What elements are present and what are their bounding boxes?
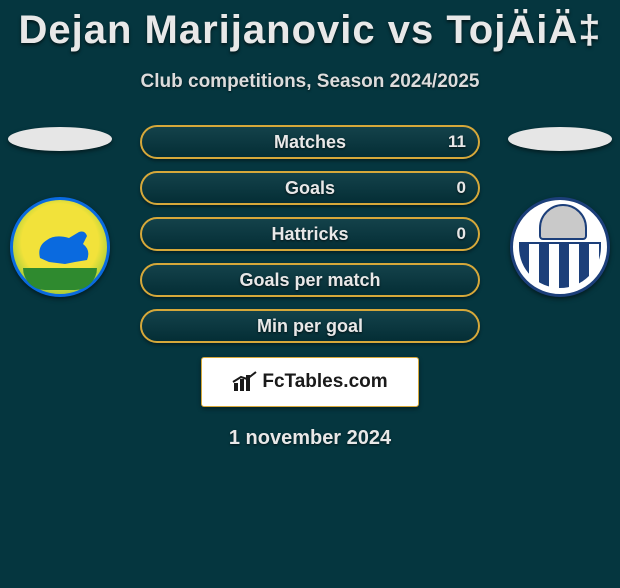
tower-icon <box>539 204 587 240</box>
date-label: 1 november 2024 <box>0 427 620 450</box>
stat-label: Goals <box>142 173 478 203</box>
club-badge-right <box>510 197 610 297</box>
player-left <box>0 127 120 297</box>
player-silhouette-right <box>508 127 612 151</box>
comparison-panel: Matches 11 Goals 0 Hattricks 0 Goals per… <box>0 125 620 450</box>
stat-row-matches: Matches 11 <box>140 125 480 159</box>
bull-icon <box>35 228 95 268</box>
player-silhouette-left <box>8 127 112 151</box>
club-badge-left <box>10 197 110 297</box>
grass-icon <box>23 268 97 290</box>
stat-label: Hattricks <box>142 219 478 249</box>
page-title: Dejan Marijanovic vs TojÄiÄ‡ <box>0 8 620 53</box>
subtitle: Club competitions, Season 2024/2025 <box>0 71 620 93</box>
brand-card[interactable]: FcTables.com <box>201 357 419 407</box>
stat-row-goals-per-match: Goals per match <box>140 263 480 297</box>
stat-row-hattricks: Hattricks 0 <box>140 217 480 251</box>
stat-value-right: 0 <box>457 219 466 249</box>
bar-chart-icon <box>232 371 258 393</box>
brand-text: FcTables.com <box>262 371 387 393</box>
player-right <box>500 127 620 297</box>
stat-label: Goals per match <box>142 265 478 295</box>
stat-label: Min per goal <box>142 311 478 341</box>
stat-row-min-per-goal: Min per goal <box>140 309 480 343</box>
stat-row-goals: Goals 0 <box>140 171 480 205</box>
stat-value-right: 11 <box>448 127 466 157</box>
stripes-icon <box>519 242 601 288</box>
stat-label: Matches <box>142 127 478 157</box>
stat-value-right: 0 <box>457 173 466 203</box>
stats-list: Matches 11 Goals 0 Hattricks 0 Goals per… <box>140 125 480 343</box>
